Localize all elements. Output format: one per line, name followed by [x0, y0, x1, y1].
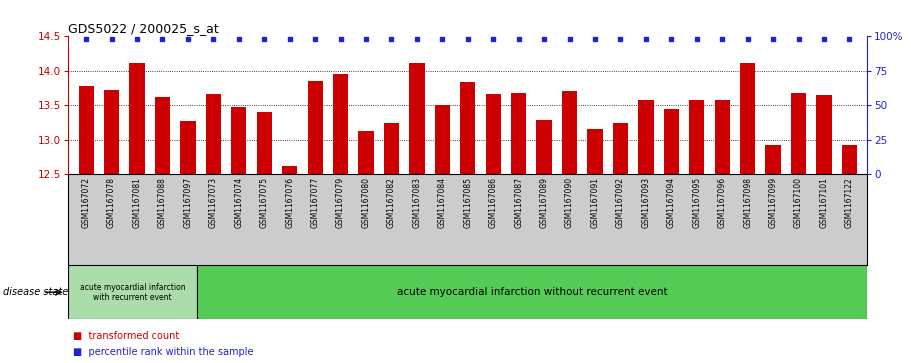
Bar [842, 145, 857, 174]
Bar [613, 123, 628, 174]
Bar [435, 105, 450, 174]
Bar [180, 121, 196, 174]
Text: GSM1167073: GSM1167073 [209, 177, 218, 228]
Text: GSM1167122: GSM1167122 [845, 177, 854, 228]
Text: GSM1167093: GSM1167093 [641, 177, 650, 228]
Bar [537, 121, 552, 174]
Bar [664, 109, 679, 174]
Text: disease state: disease state [3, 287, 68, 297]
Text: GSM1167101: GSM1167101 [820, 177, 828, 228]
Text: GSM1167078: GSM1167078 [107, 177, 116, 228]
Text: GSM1167091: GSM1167091 [590, 177, 599, 228]
Text: GSM1167097: GSM1167097 [183, 177, 192, 228]
Bar [308, 81, 322, 174]
Text: GSM1167075: GSM1167075 [260, 177, 269, 228]
Bar [231, 107, 247, 174]
Text: ■  transformed count: ■ transformed count [73, 331, 179, 341]
Bar [689, 101, 704, 174]
Text: GSM1167095: GSM1167095 [692, 177, 701, 228]
Text: GSM1167100: GSM1167100 [794, 177, 804, 228]
Text: GSM1167096: GSM1167096 [718, 177, 727, 228]
Text: GSM1167082: GSM1167082 [387, 177, 396, 228]
Bar [282, 166, 297, 174]
Bar [206, 94, 221, 174]
Bar [358, 131, 374, 174]
Bar [104, 90, 119, 174]
Text: GSM1167079: GSM1167079 [336, 177, 345, 228]
Bar [197, 265, 867, 319]
Bar [384, 123, 399, 174]
Text: GSM1167085: GSM1167085 [464, 177, 472, 228]
Bar [486, 94, 501, 174]
Bar [740, 62, 755, 174]
Text: acute myocardial infarction
with recurrent event: acute myocardial infarction with recurre… [80, 282, 186, 302]
Bar [78, 86, 94, 174]
Bar [511, 93, 527, 174]
Text: GSM1167076: GSM1167076 [285, 177, 294, 228]
Text: GSM1167092: GSM1167092 [616, 177, 625, 228]
Text: acute myocardial infarction without recurrent event: acute myocardial infarction without recu… [397, 287, 668, 297]
Bar [765, 144, 781, 174]
Bar [816, 95, 832, 174]
Bar [129, 62, 145, 174]
Text: ■  percentile rank within the sample: ■ percentile rank within the sample [73, 347, 253, 357]
Bar [791, 93, 806, 174]
Bar [639, 100, 653, 174]
Bar [714, 100, 730, 174]
Text: GSM1167099: GSM1167099 [769, 177, 778, 228]
Bar [460, 82, 476, 174]
Bar [562, 91, 578, 174]
Text: GSM1167086: GSM1167086 [488, 177, 497, 228]
Text: GSM1167090: GSM1167090 [565, 177, 574, 228]
Bar [257, 112, 271, 174]
Text: GSM1167084: GSM1167084 [438, 177, 447, 228]
Text: GSM1167094: GSM1167094 [667, 177, 676, 228]
Bar [333, 74, 348, 174]
Text: GSM1167098: GSM1167098 [743, 177, 752, 228]
Text: GSM1167088: GSM1167088 [158, 177, 167, 228]
Bar [588, 129, 603, 174]
Text: GSM1167077: GSM1167077 [311, 177, 320, 228]
Bar [409, 62, 425, 174]
Text: GDS5022 / 200025_s_at: GDS5022 / 200025_s_at [68, 22, 219, 35]
Bar [68, 265, 197, 319]
Text: GSM1167080: GSM1167080 [362, 177, 371, 228]
Bar [155, 97, 170, 174]
Text: GSM1167083: GSM1167083 [413, 177, 422, 228]
Text: GSM1167089: GSM1167089 [539, 177, 548, 228]
Text: GSM1167087: GSM1167087 [514, 177, 523, 228]
Text: GSM1167081: GSM1167081 [132, 177, 141, 228]
Text: GSM1167072: GSM1167072 [82, 177, 90, 228]
Text: GSM1167074: GSM1167074 [234, 177, 243, 228]
